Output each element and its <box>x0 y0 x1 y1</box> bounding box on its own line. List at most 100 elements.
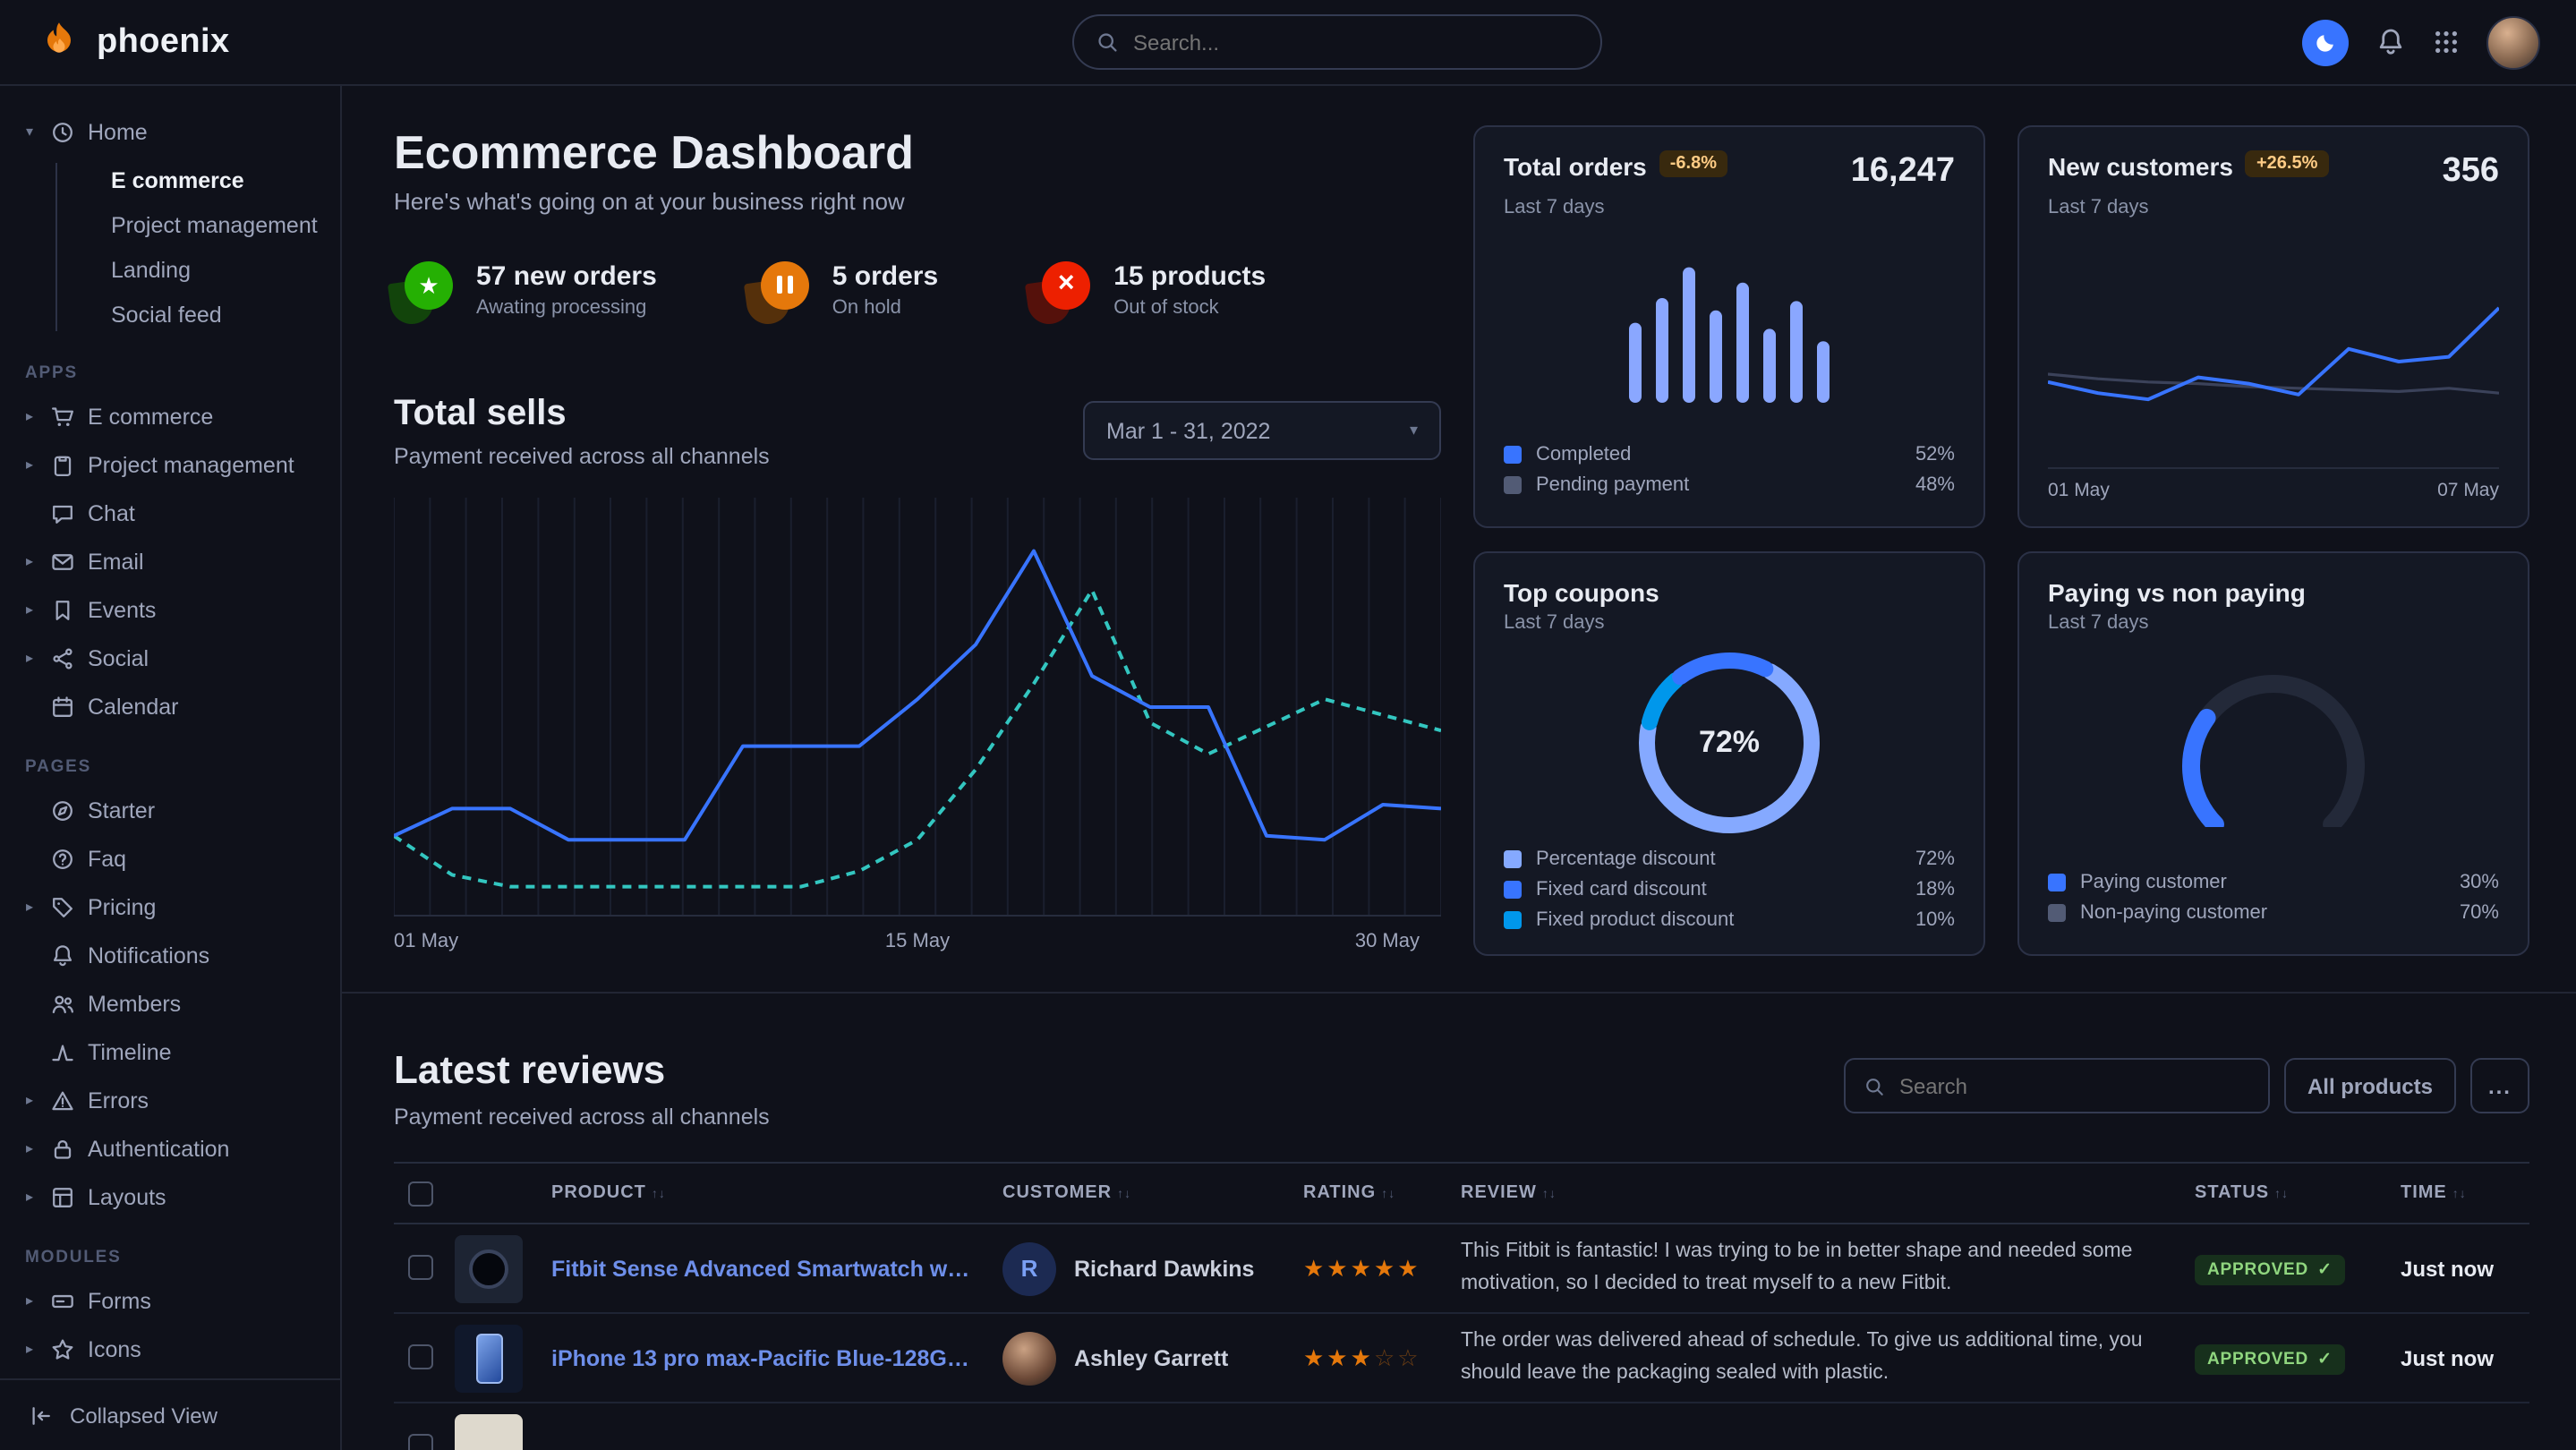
legend-item: Fixed product discount10% <box>1504 905 1955 935</box>
status-badge: APPROVED ✓ <box>2195 1255 2345 1285</box>
table-header-row: PRODUCT↑↓CUSTOMER↑↓RATING↑↓REVIEW↑↓STATU… <box>394 1163 2529 1224</box>
sidebar-item-label: Chat <box>88 500 135 525</box>
total-sells-title: Total sells <box>394 394 770 435</box>
all-products-filter-button[interactable]: All products <box>2284 1058 2456 1113</box>
sidebar-item-e-commerce[interactable]: E commerce <box>111 158 322 202</box>
legend-item: Fixed card discount18% <box>1504 874 1955 905</box>
column-header-review[interactable]: REVIEW↑↓ <box>1446 1163 2180 1224</box>
sidebar-item-authentication[interactable]: ▸Authentication <box>21 1124 322 1173</box>
column-header-product[interactable]: PRODUCT↑↓ <box>440 1163 988 1224</box>
caret-right-icon: ▸ <box>21 408 38 424</box>
product-thumbnail <box>455 1324 523 1392</box>
sidebar-item-pricing[interactable]: ▸Pricing <box>21 883 322 931</box>
sidebar-item-chat[interactable]: Chat <box>21 489 322 537</box>
row-checkbox[interactable] <box>408 1256 433 1281</box>
brand[interactable]: phoenix <box>36 19 342 65</box>
layout-icon <box>50 1184 75 1209</box>
sidebar-item-label: Layouts <box>88 1184 166 1209</box>
trend-badge: -6.8% <box>1659 150 1727 177</box>
sidebar-item-home[interactable]: ▾Home <box>21 107 322 156</box>
sidebar-item-starter[interactable]: Starter <box>21 786 322 834</box>
caret-right-icon: ▸ <box>21 650 38 666</box>
bell-icon <box>2376 27 2406 57</box>
stat-15-products: ×15 productsOut of stock <box>1031 261 1266 326</box>
product-thumbnail <box>455 1413 523 1450</box>
notifications-button[interactable] <box>2376 27 2406 57</box>
caret-right-icon: ▸ <box>21 1292 38 1309</box>
sidebar-item-events[interactable]: ▸Events <box>21 585 322 634</box>
sidebar-item-forms[interactable]: ▸Forms <box>21 1276 322 1325</box>
sidebar-item-social-feed[interactable]: Social feed <box>111 292 322 337</box>
sidebar-item-icons[interactable]: ▸Icons <box>21 1325 322 1373</box>
hero-section: Ecommerce Dashboard Here's what's going … <box>394 125 1441 956</box>
sidebar-item-project-management[interactable]: ▸Project management <box>21 440 322 489</box>
sort-icon: ↑↓ <box>1117 1189 1131 1201</box>
card-title: Top coupons <box>1504 577 1659 606</box>
kpi-cards: Total orders -6.8% 16,247 Last 7 days Co… <box>1473 125 2529 956</box>
sidebar-item-notifications[interactable]: Notifications <box>21 931 322 979</box>
chat-icon <box>50 500 75 525</box>
new-customers-card: New customers +26.5% 356 Last 7 days 01 … <box>2017 125 2529 528</box>
cart-icon <box>50 404 75 429</box>
sidebar-item-e-commerce[interactable]: ▸E commerce <box>21 392 322 440</box>
total-sells-chart: 01 May 15 May 30 May <box>394 498 1441 956</box>
sidebar-item-members[interactable]: Members <box>21 979 322 1028</box>
topbar-actions <box>2302 15 2540 69</box>
stat-icon <box>750 261 809 320</box>
new-customers-x-axis: 01 May 07 May <box>2048 467 2499 501</box>
caret-down-icon: ▾ <box>21 124 38 140</box>
sidebar-item-social[interactable]: ▸Social <box>21 634 322 682</box>
sidebar-item-landing[interactable]: Landing <box>111 247 322 292</box>
sidebar-item-layouts[interactable]: ▸Layouts <box>21 1173 322 1221</box>
stat-icon: ★ <box>394 261 453 320</box>
row-checkbox[interactable] <box>408 1345 433 1370</box>
sidebar-item-timeline[interactable]: Timeline <box>21 1028 322 1076</box>
caret-right-icon: ▸ <box>21 1341 38 1357</box>
reviews-subtitle: Payment received across all channels <box>394 1105 770 1130</box>
column-header-rating[interactable]: RATING↑↓ <box>1289 1163 1446 1224</box>
chevron-down-icon: ▾ <box>1410 421 1418 440</box>
stat-caption: On hold <box>832 297 938 319</box>
card-legend: Paying customer30%Non-paying customer70% <box>2048 867 2499 928</box>
global-search[interactable] <box>1072 14 1602 70</box>
sidebar-item-project-management[interactable]: Project management <box>111 202 322 247</box>
sidebar-item-label: Events <box>88 597 156 622</box>
dark-mode-toggle[interactable] <box>2302 19 2349 65</box>
review-time: Just now <box>2401 1256 2494 1281</box>
reviews-controls: All products ... <box>1844 1058 2529 1113</box>
reviews-search[interactable] <box>1844 1058 2270 1113</box>
user-avatar[interactable] <box>2486 15 2540 69</box>
product-link[interactable]: Fitbit Sense Advanced Smartwatch with To… <box>551 1256 974 1281</box>
legend-item: Pending payment48% <box>1504 471 1955 501</box>
product-link[interactable]: iPhone 13 pro max-Pacific Blue-128GB sto… <box>551 1345 974 1370</box>
column-header-time[interactable]: TIME↑↓ <box>2386 1163 2529 1224</box>
bookmark-icon <box>50 597 75 622</box>
sidebar-item-errors[interactable]: ▸Errors <box>21 1076 322 1124</box>
column-header-status[interactable]: STATUS↑↓ <box>2180 1163 2386 1224</box>
more-actions-button[interactable]: ... <box>2470 1058 2529 1113</box>
topbar: phoenix <box>0 0 2576 86</box>
sidebar-item-faq[interactable]: Faq <box>21 834 322 883</box>
stat-5-orders: 5 ordersOn hold <box>750 261 938 326</box>
pause-icon <box>774 269 796 302</box>
table-row: Fitbit Sense Advanced Smartwatch with To… <box>394 1224 2529 1313</box>
review-text: The order was delivered ahead of schedul… <box>1461 1327 2166 1389</box>
sort-icon: ↑↓ <box>1381 1189 1395 1201</box>
column-header-customer[interactable]: CUSTOMER↑↓ <box>988 1163 1289 1224</box>
legend-item: Non-paying customer70% <box>2048 898 2499 928</box>
global-search-input[interactable] <box>1133 30 1579 55</box>
collapse-icon <box>29 1403 54 1428</box>
sidebar-item-email[interactable]: ▸Email <box>21 537 322 585</box>
apps-menu-button[interactable] <box>2433 29 2460 55</box>
collapse-sidebar-button[interactable]: Collapsed View <box>0 1378 340 1450</box>
sidebar-item-label: Errors <box>88 1088 149 1113</box>
date-range-select[interactable]: Mar 1 - 31, 2022 ▾ <box>1083 401 1441 460</box>
select-all-checkbox[interactable] <box>408 1181 433 1206</box>
x-icon: × <box>1058 269 1075 298</box>
bell-icon <box>50 942 75 968</box>
reviews-search-input[interactable] <box>1899 1073 2250 1098</box>
sidebar-item-calendar[interactable]: Calendar <box>21 682 322 730</box>
legend-item: Completed52% <box>1504 440 1955 471</box>
clock-icon <box>50 119 75 144</box>
row-checkbox[interactable] <box>408 1435 433 1450</box>
